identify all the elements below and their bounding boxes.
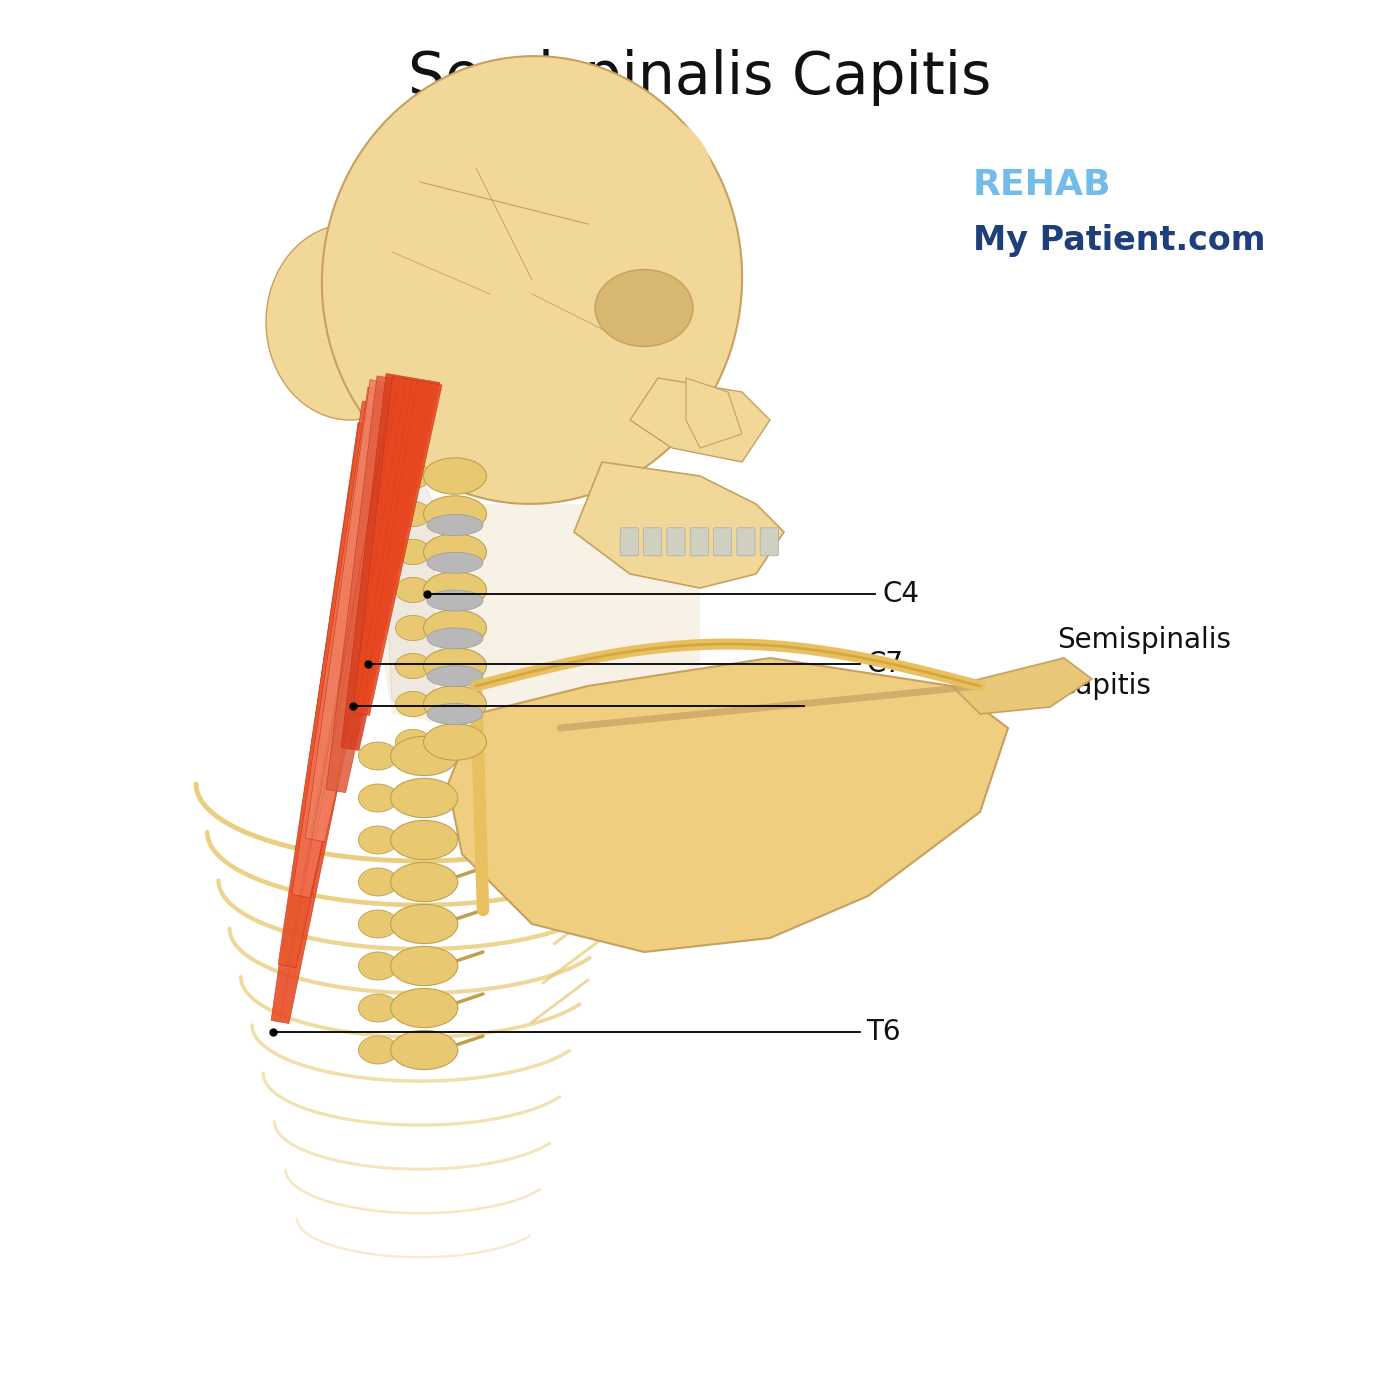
Ellipse shape xyxy=(391,736,458,776)
Ellipse shape xyxy=(358,742,398,770)
Polygon shape xyxy=(630,378,770,462)
Ellipse shape xyxy=(358,826,398,854)
Text: Semispinalis Capitis: Semispinalis Capitis xyxy=(409,49,991,106)
Ellipse shape xyxy=(358,1036,398,1064)
FancyBboxPatch shape xyxy=(736,528,755,556)
FancyBboxPatch shape xyxy=(690,528,708,556)
Ellipse shape xyxy=(391,904,458,944)
Ellipse shape xyxy=(427,515,483,535)
Ellipse shape xyxy=(427,591,483,610)
Ellipse shape xyxy=(391,946,458,986)
Ellipse shape xyxy=(322,56,742,504)
Polygon shape xyxy=(326,375,435,792)
Ellipse shape xyxy=(395,729,431,755)
Ellipse shape xyxy=(595,269,693,347)
Ellipse shape xyxy=(395,463,431,489)
Polygon shape xyxy=(686,378,742,448)
Ellipse shape xyxy=(266,224,434,420)
Polygon shape xyxy=(353,377,442,715)
FancyBboxPatch shape xyxy=(620,528,638,556)
Ellipse shape xyxy=(423,571,487,608)
Ellipse shape xyxy=(395,616,431,641)
Ellipse shape xyxy=(358,994,398,1022)
Ellipse shape xyxy=(358,910,398,938)
FancyBboxPatch shape xyxy=(760,528,778,556)
Ellipse shape xyxy=(574,112,714,252)
Ellipse shape xyxy=(423,686,487,722)
Polygon shape xyxy=(378,504,700,728)
Ellipse shape xyxy=(358,784,398,812)
Text: C7: C7 xyxy=(867,650,903,678)
Ellipse shape xyxy=(427,627,483,650)
Ellipse shape xyxy=(423,610,487,647)
Text: T1: T1 xyxy=(811,692,846,720)
Text: Capitis: Capitis xyxy=(1057,672,1152,700)
Polygon shape xyxy=(952,658,1092,714)
Text: T6: T6 xyxy=(867,1018,902,1046)
FancyBboxPatch shape xyxy=(666,528,685,556)
FancyBboxPatch shape xyxy=(644,528,662,556)
Polygon shape xyxy=(305,379,428,841)
Ellipse shape xyxy=(358,952,398,980)
Text: My Patient.com: My Patient.com xyxy=(973,224,1266,258)
Polygon shape xyxy=(342,374,440,750)
Ellipse shape xyxy=(423,458,487,494)
Polygon shape xyxy=(293,386,421,897)
Ellipse shape xyxy=(423,648,487,685)
Polygon shape xyxy=(279,400,416,967)
Text: Semispinalis: Semispinalis xyxy=(1057,626,1231,654)
Ellipse shape xyxy=(427,703,483,725)
Ellipse shape xyxy=(391,862,458,902)
Ellipse shape xyxy=(391,988,458,1028)
Polygon shape xyxy=(272,423,412,1023)
Ellipse shape xyxy=(423,496,487,532)
Polygon shape xyxy=(448,658,1008,952)
Polygon shape xyxy=(385,476,434,714)
Polygon shape xyxy=(574,462,784,588)
Ellipse shape xyxy=(427,553,483,574)
Ellipse shape xyxy=(423,724,487,760)
Ellipse shape xyxy=(427,665,483,686)
Ellipse shape xyxy=(358,868,398,896)
Ellipse shape xyxy=(395,654,431,679)
Ellipse shape xyxy=(395,577,431,602)
Ellipse shape xyxy=(423,533,487,570)
Ellipse shape xyxy=(391,820,458,860)
Ellipse shape xyxy=(391,1030,458,1070)
Ellipse shape xyxy=(395,501,431,526)
Text: C4: C4 xyxy=(882,580,918,608)
Ellipse shape xyxy=(395,692,431,717)
Ellipse shape xyxy=(391,778,458,818)
Text: REHAB: REHAB xyxy=(973,168,1112,202)
Ellipse shape xyxy=(395,539,431,564)
FancyBboxPatch shape xyxy=(714,528,732,556)
